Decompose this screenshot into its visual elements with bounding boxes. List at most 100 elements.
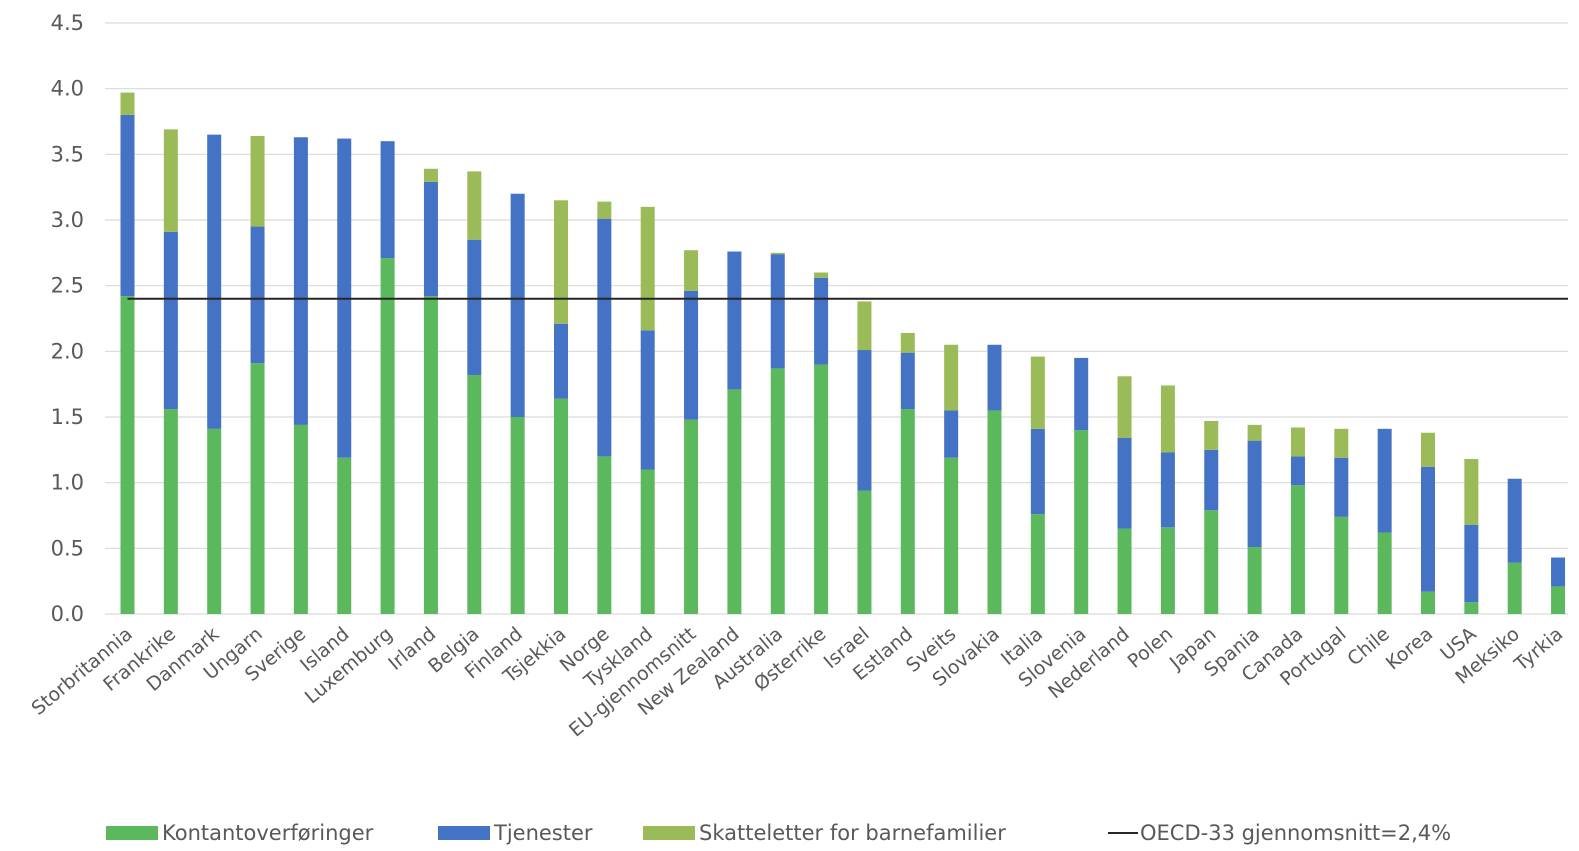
bar-tyskland-tjenester (640, 330, 655, 470)
bar-tyrkia-tjenester (1551, 557, 1566, 587)
legend-label-kontantoverforinger: Kontantoverføringer (162, 821, 374, 845)
bar-slovenia-tjenester (1074, 357, 1089, 431)
bar-canada-kontantoverforinger (1290, 485, 1305, 614)
bar-new-zealand-kontantoverforinger (727, 389, 742, 614)
bar-spania-skatteletter-for-barnefamilier (1247, 424, 1262, 441)
bar-danmark-kontantoverforinger (207, 428, 222, 614)
bar-belgia-tjenester (467, 239, 482, 375)
legend-swatch-tjenester (438, 826, 490, 840)
bar-tsjekkia-tjenester (554, 323, 568, 399)
y-tick-label-7: 3.5 (51, 142, 84, 166)
legend: Kontantoverføringer Tjenester Skattelett… (0, 818, 1579, 848)
bar-finland-tjenester (510, 193, 525, 417)
bar-japan-tjenester (1204, 449, 1219, 511)
bar-polen-tjenester (1160, 452, 1175, 528)
bar-tsjekkia-skatteletter-for-barnefamilier (554, 200, 568, 324)
bar-israel-skatteletter-for-barnefamilier (857, 301, 872, 351)
bar-belgia-skatteletter-for-barnefamilier (467, 171, 482, 240)
bar-chile-tjenester (1377, 428, 1392, 533)
bar-island-kontantoverforinger (337, 457, 352, 614)
bar-meksiko-tjenester (1507, 478, 1522, 563)
legend-label-oecd-average: OECD-33 gjennomsnitt=2,4% (1140, 821, 1452, 845)
bar-danmark-tjenester (207, 134, 222, 429)
bar-luxemburg-kontantoverforinger (380, 258, 395, 614)
bar-korea-skatteletter-for-barnefamilier (1421, 432, 1435, 467)
bar-korea-kontantoverforinger (1421, 591, 1435, 614)
bar-nederland-tjenester (1117, 438, 1132, 529)
bar-nederland-kontantoverforinger (1117, 528, 1132, 614)
x-axis-category-labels: StorbritanniaFrankrikeDanmarkUngarnSveri… (27, 623, 1567, 742)
bar-chile-kontantoverforinger (1377, 532, 1392, 614)
bar-korea-tjenester (1421, 466, 1435, 592)
bar-irland-skatteletter-for-barnefamilier (423, 168, 438, 182)
bar-slovakia-tjenester (987, 344, 1002, 411)
bar-eu-gjennomsnitt-tjenester (684, 290, 699, 420)
bar-israel-kontantoverforinger (857, 490, 872, 614)
bar-estland-tjenester (900, 352, 915, 410)
bar-slovenia-kontantoverforinger (1074, 430, 1089, 614)
bar-meksiko-kontantoverforinger (1507, 562, 1522, 614)
bar-australia-tjenester (770, 254, 785, 369)
legend-line-oecd-average (1108, 832, 1138, 834)
bar-new-zealand-tjenester (727, 251, 742, 390)
bar-japan-kontantoverforinger (1204, 510, 1219, 614)
bar-sveits-kontantoverforinger (944, 457, 959, 614)
legend-item-tjenester: Tjenester (438, 818, 593, 848)
bar-italia-kontantoverforinger (1030, 514, 1045, 614)
bar-irland-kontantoverforinger (423, 296, 438, 614)
legend-item-kontantoverforinger: Kontantoverføringer (106, 818, 373, 848)
legend-label-skatteletter: Skatteletter for barnefamilier (699, 821, 1006, 845)
bar-storbritannia-kontantoverforinger (120, 296, 135, 614)
bar-osterrike-skatteletter-for-barnefamilier (814, 272, 829, 278)
bar-luxemburg-tjenester (380, 141, 395, 259)
y-tick-label-3: 1.5 (51, 405, 84, 429)
bar-eu-gjennomsnitt-skatteletter-for-barnefamilier (684, 250, 699, 291)
y-tick-label-8: 4.0 (51, 77, 84, 101)
bar-norge-tjenester (597, 218, 612, 457)
y-tick-label-4: 2.0 (51, 339, 84, 363)
bar-norge-kontantoverforinger (597, 456, 612, 614)
bar-frankrike-kontantoverforinger (163, 409, 178, 614)
bar-canada-tjenester (1290, 456, 1305, 486)
bar-sverige-tjenester (293, 137, 308, 425)
bar-estland-kontantoverforinger (900, 409, 915, 614)
bar-irland-tjenester (423, 181, 438, 297)
x-tick-label-korea: Korea (1382, 623, 1437, 674)
bar-italia-skatteletter-for-barnefamilier (1030, 356, 1045, 429)
legend-label-tjenester: Tjenester (494, 821, 593, 845)
y-tick-label-9: 4.5 (51, 11, 84, 35)
bar-canada-skatteletter-for-barnefamilier (1290, 427, 1305, 457)
bar-storbritannia-skatteletter-for-barnefamilier (120, 92, 135, 115)
bar-osterrike-tjenester (814, 277, 829, 365)
bar-osterrike-kontantoverforinger (814, 364, 829, 614)
y-axis-tick-labels: 0.0 0.5 1.0 1.5 2.0 2.5 3.0 3.5 4.0 4.5 (51, 11, 84, 626)
x-tick-label-polen: Polen (1124, 623, 1178, 673)
bar-australia-skatteletter-for-barnefamilier (770, 252, 785, 255)
bar-eu-gjennomsnitt-kontantoverforinger (684, 419, 699, 614)
x-tick-label-tyrkia: Tyrkia (1510, 623, 1568, 676)
bar-finland-kontantoverforinger (510, 417, 525, 614)
legend-item-skatteletter: Skatteletter for barnefamilier (643, 818, 1006, 848)
bar-ungarn-kontantoverforinger (250, 363, 265, 614)
bar-usa-skatteletter-for-barnefamilier (1464, 459, 1479, 525)
bar-estland-skatteletter-for-barnefamilier (900, 332, 915, 353)
bar-spania-kontantoverforinger (1247, 547, 1262, 614)
bar-tyskland-kontantoverforinger (640, 469, 655, 614)
bar-polen-skatteletter-for-barnefamilier (1160, 385, 1175, 453)
bar-tyskland-skatteletter-for-barnefamilier (640, 206, 655, 331)
bars (120, 92, 1566, 614)
legend-item-oecd-average: OECD-33 gjennomsnitt=2,4% (1108, 818, 1451, 848)
bar-ungarn-tjenester (250, 226, 265, 364)
bar-sveits-tjenester (944, 410, 959, 458)
bar-belgia-kontantoverforinger (467, 374, 482, 614)
bar-australia-kontantoverforinger (770, 368, 785, 614)
bar-portugal-skatteletter-for-barnefamilier (1334, 428, 1349, 458)
bar-portugal-kontantoverforinger (1334, 516, 1349, 614)
bar-tsjekkia-kontantoverforinger (554, 398, 568, 614)
bar-usa-tjenester (1464, 524, 1479, 603)
bar-storbritannia-tjenester (120, 114, 135, 297)
y-tick-label-0: 0.0 (51, 602, 84, 626)
bar-spania-tjenester (1247, 440, 1262, 548)
bar-frankrike-skatteletter-for-barnefamilier (163, 129, 178, 232)
legend-swatch-kontantoverforinger (106, 826, 158, 840)
